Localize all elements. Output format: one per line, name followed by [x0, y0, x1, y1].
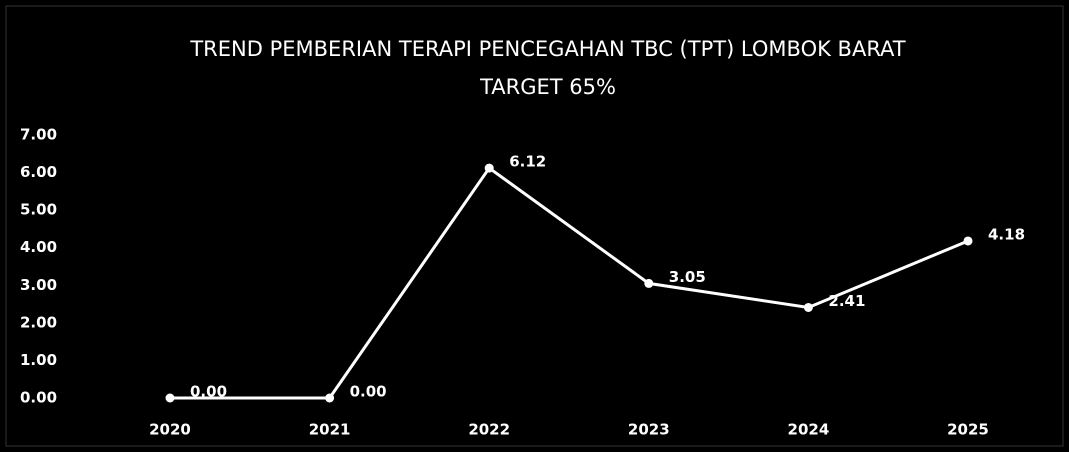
data-label: 0.00 [350, 383, 387, 401]
data-label: 3.05 [669, 268, 706, 286]
x-tick-label: 2023 [628, 421, 670, 439]
x-tick-label: 2020 [149, 421, 191, 439]
y-tick-label: 4.00 [20, 238, 57, 256]
frame [5, 5, 1064, 447]
y-tick-label: 5.00 [20, 201, 57, 219]
x-tick-label: 2022 [468, 421, 510, 439]
data-label: 4.18 [988, 225, 1025, 243]
y-tick-label: 7.00 [20, 126, 57, 144]
point [644, 278, 654, 288]
point [484, 163, 494, 173]
chart-subtitle: TARGET 65% [479, 75, 616, 99]
x-tick-label: 2025 [947, 421, 989, 439]
x-tick-label: 2024 [788, 421, 830, 439]
data-label: 0.00 [190, 383, 227, 401]
y-tick-label: 3.00 [20, 276, 57, 294]
line [170, 165, 969, 400]
point [325, 393, 335, 403]
point [963, 236, 973, 246]
y-tick-label: 6.00 [20, 163, 57, 181]
data-label: 2.41 [828, 292, 865, 310]
data-label: 6.12 [509, 153, 546, 171]
point [165, 393, 175, 403]
chart-title: TREND PEMBERIAN TERAPI PENCEGAHAN TBC (T… [189, 37, 905, 61]
x-tick-label: 2021 [309, 421, 351, 439]
point [803, 302, 813, 312]
y-tick-label: 1.00 [20, 351, 57, 369]
y-tick-label: 2.00 [20, 313, 57, 331]
y-tick-label: 0.00 [20, 389, 57, 407]
